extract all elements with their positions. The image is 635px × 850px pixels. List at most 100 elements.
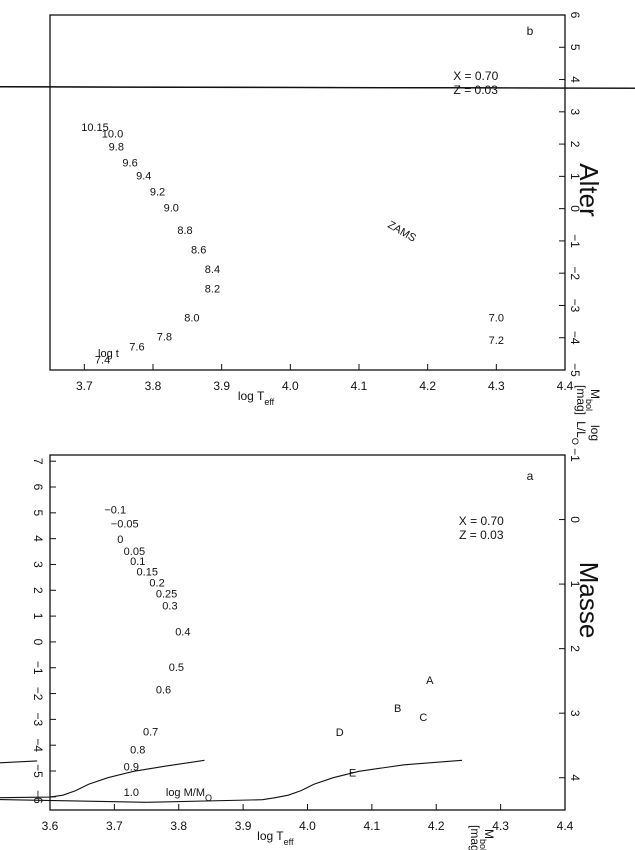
teff-tick-label: 4.2	[428, 819, 445, 833]
teff-tick-label: 3.9	[213, 379, 230, 393]
mbol-tick-label: 0	[31, 639, 45, 646]
ylabel-mbol-line2: [mag]	[468, 825, 482, 850]
teff-tick-label: 4.4	[557, 819, 574, 833]
mbol-tick-label: −5	[568, 363, 582, 377]
mbol-tick-label: 4	[31, 535, 45, 542]
isochrone-label: 7.0	[489, 313, 504, 325]
isochrone-label: 8.4	[205, 264, 220, 276]
mbol-tick-label: 0	[568, 205, 582, 212]
zams-label: ZAMS	[385, 219, 417, 245]
isochrone-label: 9.2	[150, 187, 165, 199]
mbol-tick-label: 5	[568, 44, 582, 51]
teff-tick-label: 4.0	[282, 379, 299, 393]
teff-tick-label: 4.1	[364, 819, 381, 833]
mbol-tick-label: 2	[31, 587, 45, 594]
track-label: 0.15	[137, 566, 158, 578]
isochrone-label: 10.15	[81, 122, 109, 134]
point-label-E: E	[349, 767, 356, 779]
mbol-tick-label: −2	[31, 687, 45, 701]
teff-tick-label: 3.6	[42, 819, 59, 833]
teff-tick-label: 3.7	[76, 379, 93, 393]
logl-tick-label: 2	[568, 645, 582, 652]
mbol-tick-label: −5	[31, 764, 45, 778]
point-label-D: D	[336, 727, 344, 739]
ylabel-logl-line2: L/LO	[570, 421, 588, 445]
track-label: 0.9	[124, 761, 139, 773]
isochrone-label: 7.6	[129, 341, 144, 353]
track-label: 0.3	[162, 601, 177, 613]
xlabel-teff: log Teff	[257, 829, 294, 847]
logl-tick-label: −1	[568, 448, 582, 462]
teff-tick-label: 4.0	[299, 819, 316, 833]
track-label: −0.1	[104, 505, 126, 517]
mbol-tick-label: −1	[568, 234, 582, 248]
mbol-tick-label: −4	[31, 738, 45, 752]
composition-z: Z = 0.03	[454, 83, 499, 97]
track-label: 0.4	[175, 627, 190, 639]
mbol-tick-label: 3	[568, 108, 582, 115]
series-header: log M/MO	[166, 787, 212, 803]
xlabel-teff: log Teff	[238, 389, 275, 407]
ylabel-logl-line1: log	[588, 425, 602, 441]
track-label: −0.05	[111, 519, 139, 531]
mbol-tick-label: −3	[31, 713, 45, 727]
teff-tick-label: 3.7	[106, 819, 123, 833]
track-label: 1.0	[124, 787, 139, 799]
chart-masse: Masse −10123476543210−1−2−3−4−5−64.44.34…	[0, 421, 604, 850]
ylabel-mbol-line1: Mbol	[478, 829, 496, 850]
track-label: 0.6	[156, 685, 171, 697]
isochrone-label: 7.2	[489, 335, 504, 347]
teff-tick-label: 4.2	[419, 379, 436, 393]
mbol-tick-label: 7	[31, 458, 45, 465]
teff-tick-label: 3.8	[145, 379, 162, 393]
composition-x: X = 0.70	[459, 514, 504, 528]
mbol-tick-label: −4	[568, 331, 582, 345]
plot-frame-alter	[49, 14, 566, 371]
mbol-tick-label: 5	[31, 509, 45, 516]
logl-tick-label: 3	[568, 710, 582, 717]
point-label-A: A	[426, 675, 434, 687]
isochrone-label: 8.8	[177, 225, 192, 237]
isochrone-label: 8.2	[205, 283, 220, 295]
isochrone-label: 7.8	[157, 332, 172, 344]
chart-title-alter: Alter	[574, 163, 604, 217]
track-1.0	[146, 759, 463, 803]
track-label: 0.7	[143, 727, 158, 739]
track-label: 0.05	[124, 546, 145, 558]
track-label: 0.8	[130, 745, 145, 757]
track-label: 0.5	[169, 662, 184, 674]
teff-tick-label: 4.1	[351, 379, 368, 393]
composition-z: Z = 0.03	[459, 528, 504, 542]
panel-label-a: a	[527, 469, 534, 483]
teff-tick-label: 3.8	[170, 819, 187, 833]
isochrone-label: 9.8	[109, 141, 124, 153]
teff-tick-label: 4.3	[488, 379, 505, 393]
teff-tick-label: 4.3	[492, 819, 509, 833]
point-label-C: C	[419, 712, 427, 724]
isochrone-label: 8.6	[191, 245, 206, 257]
mbol-tick-label: 4	[568, 76, 582, 83]
isochrone-label: 9.0	[164, 203, 179, 215]
isochrone-label: 7.4	[95, 354, 110, 366]
isochrone-label: 10.0	[102, 128, 123, 140]
track-label: 0.2	[149, 577, 164, 589]
ylabel-mbol-line1: Mbol	[584, 389, 602, 411]
ylabel-mbol-line2: [mag]	[574, 385, 588, 415]
isochrone-label: 9.6	[122, 157, 137, 169]
mbol-tick-label: 2	[568, 141, 582, 148]
mbol-tick-label: 1	[568, 173, 582, 180]
chart-title-masse: Masse	[574, 562, 604, 639]
mbol-tick-label: 6	[31, 484, 45, 491]
teff-tick-label: 3.9	[235, 819, 252, 833]
logl-tick-label: 0	[568, 516, 582, 523]
isochrone-label: 8.0	[184, 312, 199, 324]
mbol-tick-label: −1	[31, 661, 45, 675]
mbol-tick-label: −2	[568, 266, 582, 280]
isochrone-label: 9.4	[136, 170, 151, 182]
chart-alter: Alter 6 5 4 3 2 1 0 −1 −2 −3 −4 −5 4.4 4.3 4.2 4.1 4.0 3.…	[0, 12, 635, 415]
track-label: 0.1	[130, 556, 145, 568]
logl-tick-label: 4	[568, 774, 582, 781]
point-label-B: B	[394, 703, 401, 715]
